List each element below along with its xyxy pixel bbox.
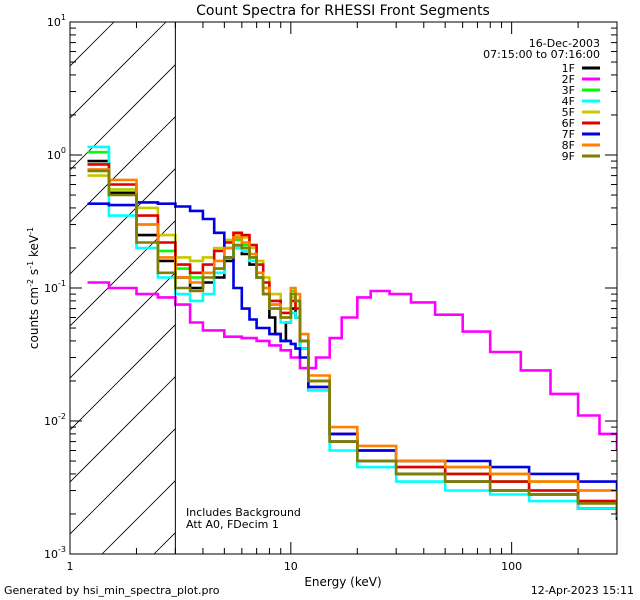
legend-label-5F: 5F: [562, 106, 575, 119]
annotation-attenuator: Att A0, FDecim 1: [186, 518, 279, 531]
x-tick-label: 100: [501, 560, 522, 573]
legend-label-1F: 1F: [562, 62, 575, 75]
info-block: 16-Dec-2003 07:15:00 to 07:16:00: [483, 37, 600, 61]
annotation-background: Includes Background: [186, 506, 301, 519]
hatch-line: [70, 272, 176, 379]
y-tick-label: 10-1: [44, 279, 66, 295]
series-line-9F: [87, 169, 617, 512]
series-line-5F: [87, 174, 617, 502]
series-line-6F: [87, 163, 617, 514]
hatch-line: [70, 428, 176, 535]
legend-label-7F: 7F: [562, 128, 575, 141]
y-tick-label: 10-2: [44, 412, 66, 428]
legend-label-8F: 8F: [562, 139, 575, 152]
legend-label-2F: 2F: [562, 73, 575, 86]
series-line-2F: [87, 281, 617, 451]
series-line-7F: [87, 201, 617, 491]
y-tick-label: 100: [47, 146, 66, 162]
series-line-1F: [87, 159, 617, 520]
series-layer: [87, 145, 617, 520]
legend-label-6F: 6F: [562, 117, 575, 130]
x-tick-label: 1: [67, 560, 74, 573]
x-tick-label: 10: [284, 560, 298, 573]
y-tick-label: 101: [47, 13, 66, 29]
legend-label-3F: 3F: [562, 84, 575, 97]
hatch-line: [70, 64, 176, 171]
hatch-line: [70, 22, 167, 119]
legend-label-4F: 4F: [562, 95, 575, 108]
y-tick-label: 10-3: [44, 545, 66, 561]
chart-title: Count Spectra for RHESSI Front Segments: [196, 3, 490, 19]
axes: 1 10 100 10-3 10-2 10-1 100 101: [44, 13, 618, 573]
info-time-range: 07:15:00 to 07:16:00: [483, 48, 600, 61]
series-line-8F: [87, 168, 617, 502]
annotations: Includes Background Att A0, FDecim 1: [186, 506, 301, 531]
footer-generated-by: Generated by hsi_min_spectra_plot.pro: [4, 584, 220, 597]
footer-timestamp: 12-Apr-2023 15:11: [531, 584, 634, 597]
legend-label-9F: 9F: [562, 150, 575, 163]
info-date: 16-Dec-2003: [529, 37, 600, 50]
hatch-line: [70, 376, 176, 483]
y-axis-label: counts cm-2 s-1 keV-1: [26, 227, 41, 349]
x-axis-label: Energy (keV): [304, 575, 381, 589]
